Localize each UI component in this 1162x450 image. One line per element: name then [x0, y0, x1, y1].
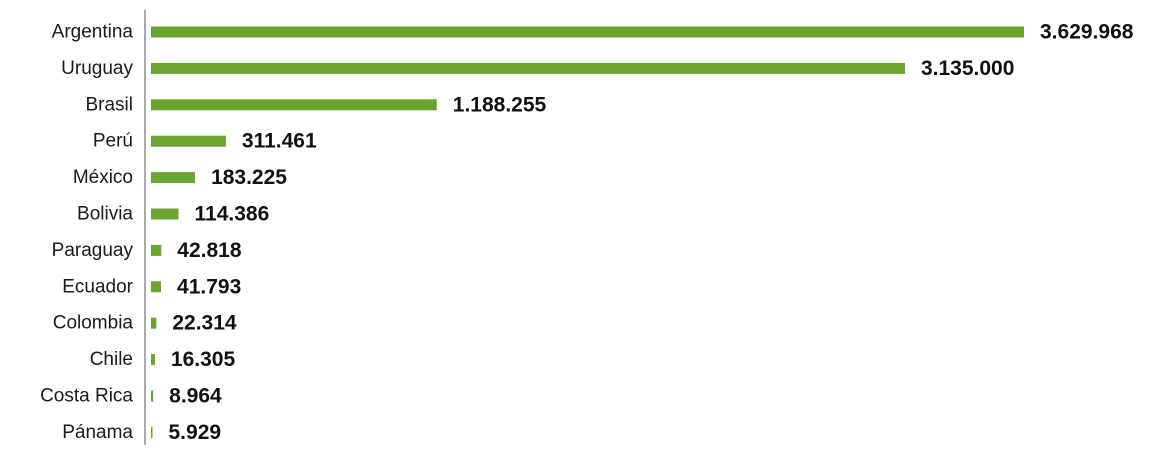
category-label-colombia: Colombia [53, 313, 134, 334]
category-label-costa-rica: Costa Rica [40, 386, 133, 407]
bar-colombia [151, 317, 157, 329]
category-label-uruguay: Uruguay [61, 58, 133, 79]
bar-ecuador [151, 281, 162, 293]
bar-peru [151, 135, 226, 147]
value-label-bolivia: 114.386 [195, 203, 270, 226]
category-label-panama: Pánama [62, 422, 133, 443]
value-label-panama: 5.929 [169, 421, 222, 444]
category-label-mexico: México [73, 167, 133, 188]
value-label-peru: 311.461 [242, 130, 317, 153]
bar-panama [151, 426, 153, 438]
bar-bolivia [151, 208, 179, 220]
bar-argentina [151, 26, 1024, 38]
bar-costa-rica [151, 390, 154, 402]
value-label-argentina: 3.629.968 [1040, 21, 1134, 44]
category-label-chile: Chile [90, 349, 133, 370]
value-label-paraguay: 42.818 [177, 239, 242, 262]
value-label-uruguay: 3.135.000 [921, 57, 1014, 80]
bars-group: Argentina 3.629.968 Uruguay 3.135.000 Brasil… [40, 21, 1134, 444]
bar-chile [151, 354, 155, 366]
category-label-peru: Perú [93, 131, 133, 152]
value-label-costa-rica: 8.964 [169, 385, 222, 408]
value-label-colombia: 22.314 [172, 312, 237, 335]
category-label-ecuador: Ecuador [62, 276, 133, 297]
bar-uruguay [151, 62, 905, 74]
bar-brasil [151, 99, 437, 111]
category-label-paraguay: Paraguay [52, 240, 134, 261]
value-label-ecuador: 41.793 [177, 275, 241, 298]
value-label-chile: 16.305 [171, 348, 236, 371]
bar-mexico [151, 172, 196, 184]
bar-paraguay [151, 244, 162, 256]
value-label-mexico: 183.225 [211, 166, 287, 189]
category-label-argentina: Argentina [52, 22, 134, 43]
category-label-brasil: Brasil [85, 94, 133, 115]
category-label-bolivia: Bolivia [77, 204, 133, 225]
value-label-brasil: 1.188.255 [453, 93, 547, 116]
